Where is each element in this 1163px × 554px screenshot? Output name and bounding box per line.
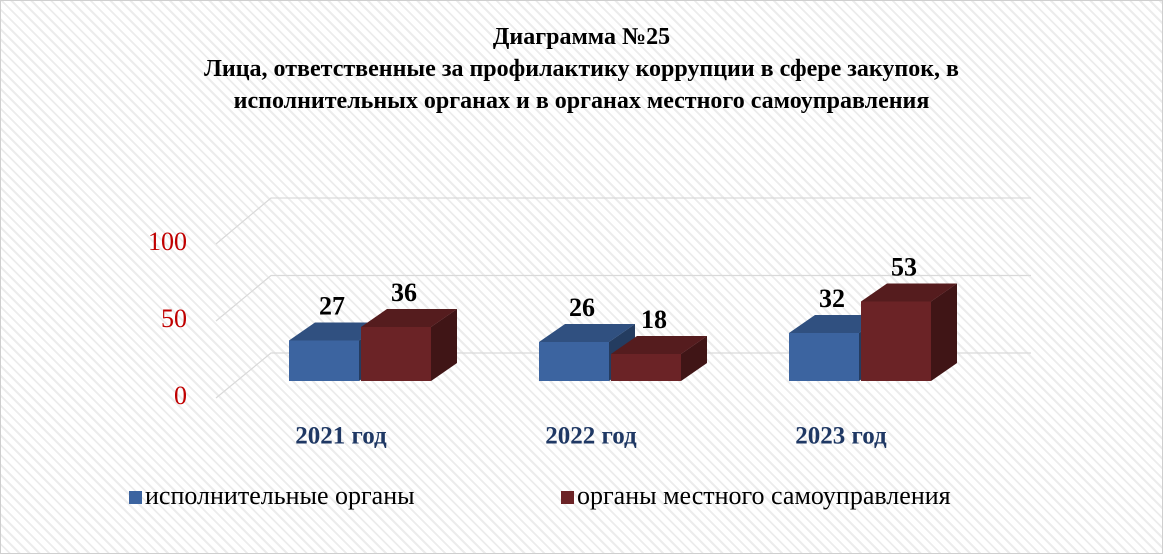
bar-top xyxy=(611,336,707,354)
x-tick-label: 2022 год xyxy=(545,423,637,450)
bar-top-shade xyxy=(611,336,707,354)
bar-side-shade xyxy=(931,283,957,381)
bar-top xyxy=(861,283,957,302)
grid-line xyxy=(215,197,1031,245)
chart-title: Диаграмма №25 xyxy=(492,24,671,50)
bar-side xyxy=(931,283,957,381)
x-tick-label: 2023 год xyxy=(795,423,887,450)
legend-label: исполнительные органы xyxy=(145,481,415,510)
bar-side-shade xyxy=(681,336,707,381)
bar xyxy=(361,327,431,381)
chart-subtitle: Лица, ответственные за профилактику корр… xyxy=(204,56,959,114)
data-label: 26 xyxy=(569,293,595,322)
bar xyxy=(861,301,931,381)
bar xyxy=(539,342,609,381)
bar-top-shade xyxy=(361,309,457,327)
bar-top xyxy=(539,324,635,342)
bar-top xyxy=(361,309,457,327)
x-tick-label: 2021 год xyxy=(295,423,387,450)
data-label: 27 xyxy=(319,291,345,320)
bar-side xyxy=(681,336,707,381)
bar-side-shade xyxy=(431,309,457,381)
bar-top-shade xyxy=(861,283,957,302)
bar-top-shade xyxy=(539,324,635,342)
bar xyxy=(789,333,859,381)
data-label: 18 xyxy=(641,305,667,334)
data-label: 32 xyxy=(819,284,845,313)
grid-line xyxy=(215,352,1031,399)
bar xyxy=(611,354,681,381)
bar-side xyxy=(431,309,457,381)
y-tick-label: 50 xyxy=(161,304,187,333)
data-label: 36 xyxy=(391,278,417,307)
legend-label: органы местного самоуправления xyxy=(577,481,951,510)
grid-line xyxy=(215,274,1031,322)
bar xyxy=(289,340,359,381)
y-tick-label: 100 xyxy=(148,227,187,256)
legend-swatch xyxy=(129,491,142,504)
legend-swatch xyxy=(561,491,574,504)
y-tick-label: 0 xyxy=(174,381,187,410)
data-label: 53 xyxy=(891,252,917,281)
